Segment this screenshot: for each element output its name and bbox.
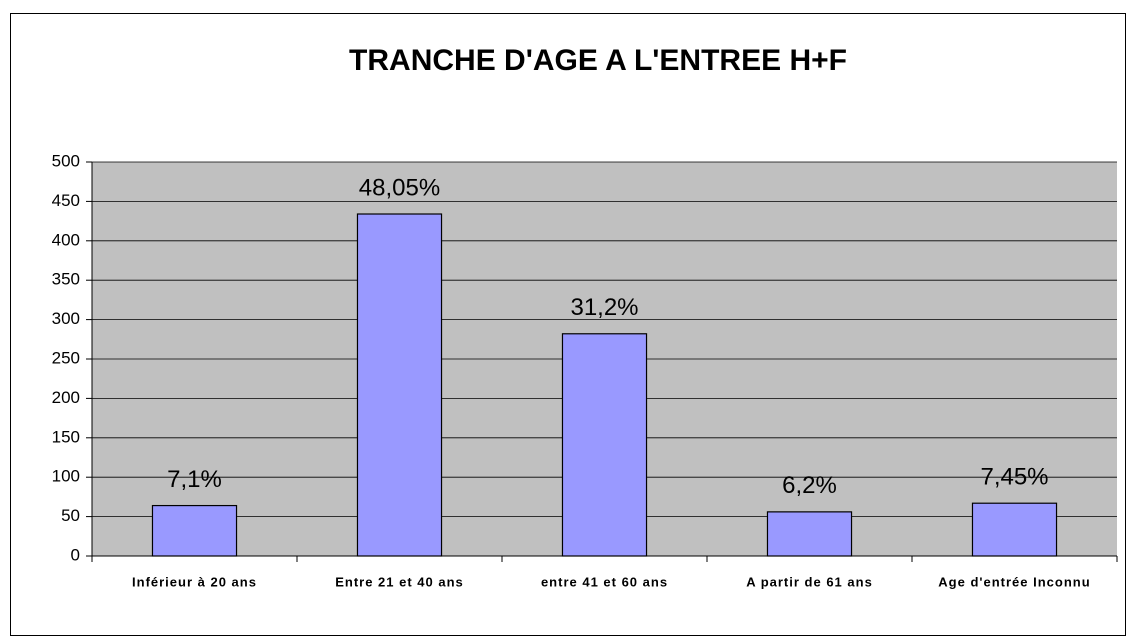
x-tick-label: Entre 21 et 40 ans	[335, 574, 464, 589]
bar	[356, 213, 443, 557]
bar	[151, 504, 238, 557]
x-tick-label: Age d'entrée Inconnu	[938, 574, 1090, 589]
data-label: 7,1%	[167, 466, 222, 493]
y-tick-label: 150	[52, 427, 80, 446]
x-tick-label: Inférieur à 20 ans	[132, 574, 257, 589]
y-tick-label: 450	[52, 191, 80, 210]
chart-title: TRANCHE D'AGE A L'ENTREE H+F	[349, 44, 847, 77]
data-label: 6,2%	[782, 472, 837, 499]
x-tick-label: entre 41 et 60 ans	[541, 574, 668, 589]
y-tick-label: 200	[52, 388, 80, 407]
y-tick-label: 0	[71, 545, 80, 564]
y-tick-label: 250	[52, 348, 80, 367]
x-tick-label: A partir de 61 ans	[746, 574, 873, 589]
y-tick-label: 350	[52, 270, 80, 289]
data-label: 31,2%	[570, 294, 638, 321]
bar	[561, 333, 648, 557]
y-tick-label: 100	[52, 467, 80, 486]
bar	[971, 502, 1058, 557]
data-label: 7,45%	[980, 464, 1048, 491]
y-tick-label: 500	[52, 151, 80, 170]
y-tick-label: 400	[52, 230, 80, 249]
data-label: 48,05%	[359, 174, 440, 201]
y-tick-label: 300	[52, 309, 80, 328]
bar	[766, 511, 853, 557]
y-tick-label: 50	[61, 506, 80, 525]
